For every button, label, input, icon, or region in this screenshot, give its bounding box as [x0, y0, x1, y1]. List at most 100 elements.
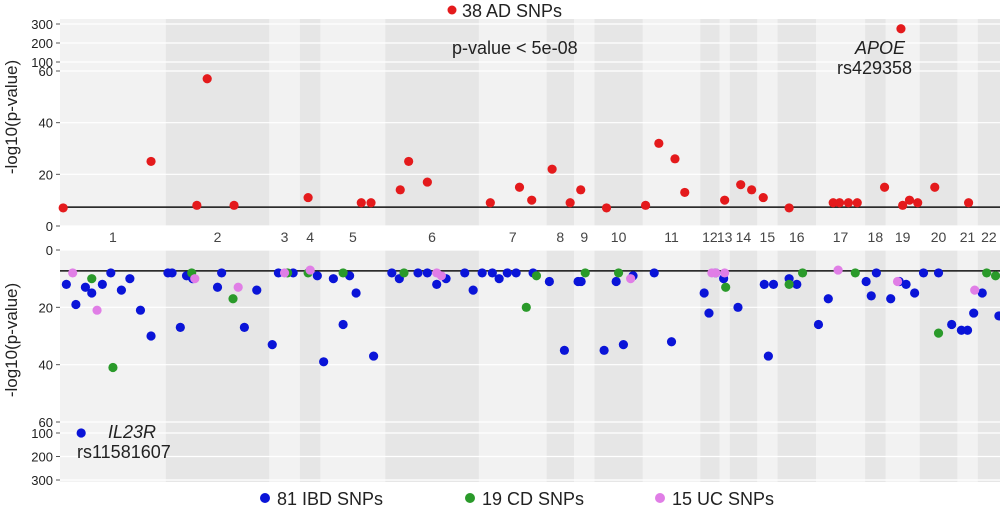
ibd-snp-point: [502, 268, 512, 278]
cd-legend-label: 19 CD SNPs: [482, 489, 584, 508]
uc-snp-point: [711, 268, 721, 278]
ad-snp-point: [654, 138, 664, 148]
ibd-snp-point: [792, 279, 802, 289]
chromosome-label-2: 2: [214, 229, 222, 245]
uc-snp-point: [233, 282, 243, 292]
ibd-snp-point: [544, 276, 554, 287]
ibd-snp-point: [328, 274, 338, 284]
ibd-snp-point: [338, 319, 348, 330]
top-y-tick-label: 0: [46, 219, 53, 234]
chromosome-label-15: 15: [760, 229, 776, 245]
chrom-band-bottom-4: [299, 250, 321, 482]
chromosome-label-22: 22: [981, 229, 997, 245]
ibd-snp-point: [460, 268, 470, 278]
cd-snp-point: [613, 268, 624, 278]
ad-snp-point: [514, 182, 525, 192]
il23r-gene-label: IL23R: [108, 422, 156, 442]
ad-snp-point: [576, 185, 586, 195]
ibd-snp-point: [511, 268, 521, 278]
cd-snp-point: [531, 271, 542, 281]
ad-snp-point: [904, 195, 915, 205]
chromosome-label-5: 5: [349, 229, 357, 245]
apoe-gene-label: APOE: [854, 38, 906, 58]
bottom-y-tick-label: 20: [39, 300, 53, 315]
ad-snp-point: [356, 198, 366, 208]
ibd-snp-point: [80, 282, 91, 292]
ibd-snp-point: [576, 276, 586, 287]
ibd-snp-point: [947, 319, 957, 330]
chrom-band-bottom-21: [957, 250, 979, 482]
chrom-band-bottom-13: [719, 250, 731, 482]
threshold-annotation: p-value < 5e-08: [452, 38, 578, 58]
ibd-snp-point: [823, 294, 833, 304]
ibd-snp-point: [252, 285, 262, 295]
uc-snp-point: [720, 268, 730, 278]
ibd-snp-point: [599, 345, 609, 355]
top-y-tick-label: 300: [31, 17, 53, 32]
bottom-y-tick-label: 40: [39, 358, 53, 373]
ibd-snp-point: [106, 268, 116, 278]
ad-snp-point: [366, 198, 376, 208]
ad-snp-point: [843, 198, 854, 208]
chrom-band-bottom-10: [594, 250, 644, 482]
chromosome-label-13: 13: [717, 229, 733, 245]
chromosome-label-20: 20: [931, 229, 947, 245]
ad-snp-point: [303, 192, 313, 203]
chromosome-label-10: 10: [611, 229, 627, 245]
chrom-band-bottom-5: [320, 250, 386, 482]
ad-snp-point: [834, 198, 845, 208]
top-y-tick-label: 200: [31, 36, 53, 51]
ibd-snp-point: [611, 276, 621, 287]
uc-legend-label: 15 UC SNPs: [672, 489, 774, 508]
cd-snp-point: [850, 268, 860, 278]
cd-legend-dot: [465, 493, 475, 503]
ad-snp-point: [784, 203, 794, 213]
ibd-snp-point: [116, 285, 127, 295]
cd-snp-point: [108, 362, 118, 373]
ibd-legend-dot: [260, 493, 270, 503]
ibd-snp-point: [167, 268, 177, 278]
cd-snp-point: [338, 268, 348, 278]
ibd-snp-point: [468, 285, 478, 295]
chromosome-label-9: 9: [580, 229, 588, 245]
ibd-snp-point: [861, 276, 871, 287]
cd-snp-point: [521, 302, 531, 312]
ibd-snp-point: [487, 268, 497, 278]
cd-snp-point: [87, 274, 97, 284]
chrom-band-bottom-9: [573, 250, 595, 482]
ibd-snp-point: [704, 308, 714, 318]
ad-snp-point: [828, 198, 838, 208]
ibd-snp-point: [962, 325, 973, 335]
ad-snp-point: [670, 154, 680, 164]
ibd-snp-point: [71, 299, 81, 310]
chrom-band-bottom-14: [729, 250, 758, 482]
uc-snp-point: [305, 265, 315, 275]
chrom-band-bottom-3: [269, 250, 301, 482]
uc-snp-point: [92, 305, 102, 315]
uc-snp-point: [892, 276, 903, 287]
ibd-snp-point: [477, 268, 487, 278]
ad-snp-point: [422, 177, 432, 187]
bottom-y-tick-label: 60: [39, 415, 53, 430]
chrom-band-bottom-20: [919, 250, 958, 482]
ibd-snp-point: [87, 288, 97, 298]
ibd-snp-point: [125, 274, 135, 284]
chromosome-labels: 1 2 3 4 5 6 7 8 9 10 11 12 13 14 15 16 17 18 19 20 21 22: [109, 229, 997, 245]
ad-snp-point: [963, 198, 974, 208]
ad-snp-point: [720, 195, 730, 205]
ad-snp-point: [404, 156, 414, 167]
ad-snp-point: [146, 156, 156, 167]
uc-snp-point: [833, 265, 843, 275]
ibd-legend-label: 81 IBD SNPs: [277, 489, 383, 508]
ibd-snp-point: [146, 331, 156, 341]
ad-snp-point: [852, 198, 862, 208]
chrom-band-bottom-15: [757, 250, 779, 482]
ibd-snp-point: [135, 305, 146, 315]
ibd-snp-point: [994, 311, 1000, 321]
chrom-band-bottom-12: [700, 250, 721, 482]
ibd-snp-point: [212, 282, 223, 292]
ad-snp-point: [229, 200, 239, 210]
ad-snp-point: [747, 185, 757, 195]
ibd-snp-point: [813, 319, 824, 330]
